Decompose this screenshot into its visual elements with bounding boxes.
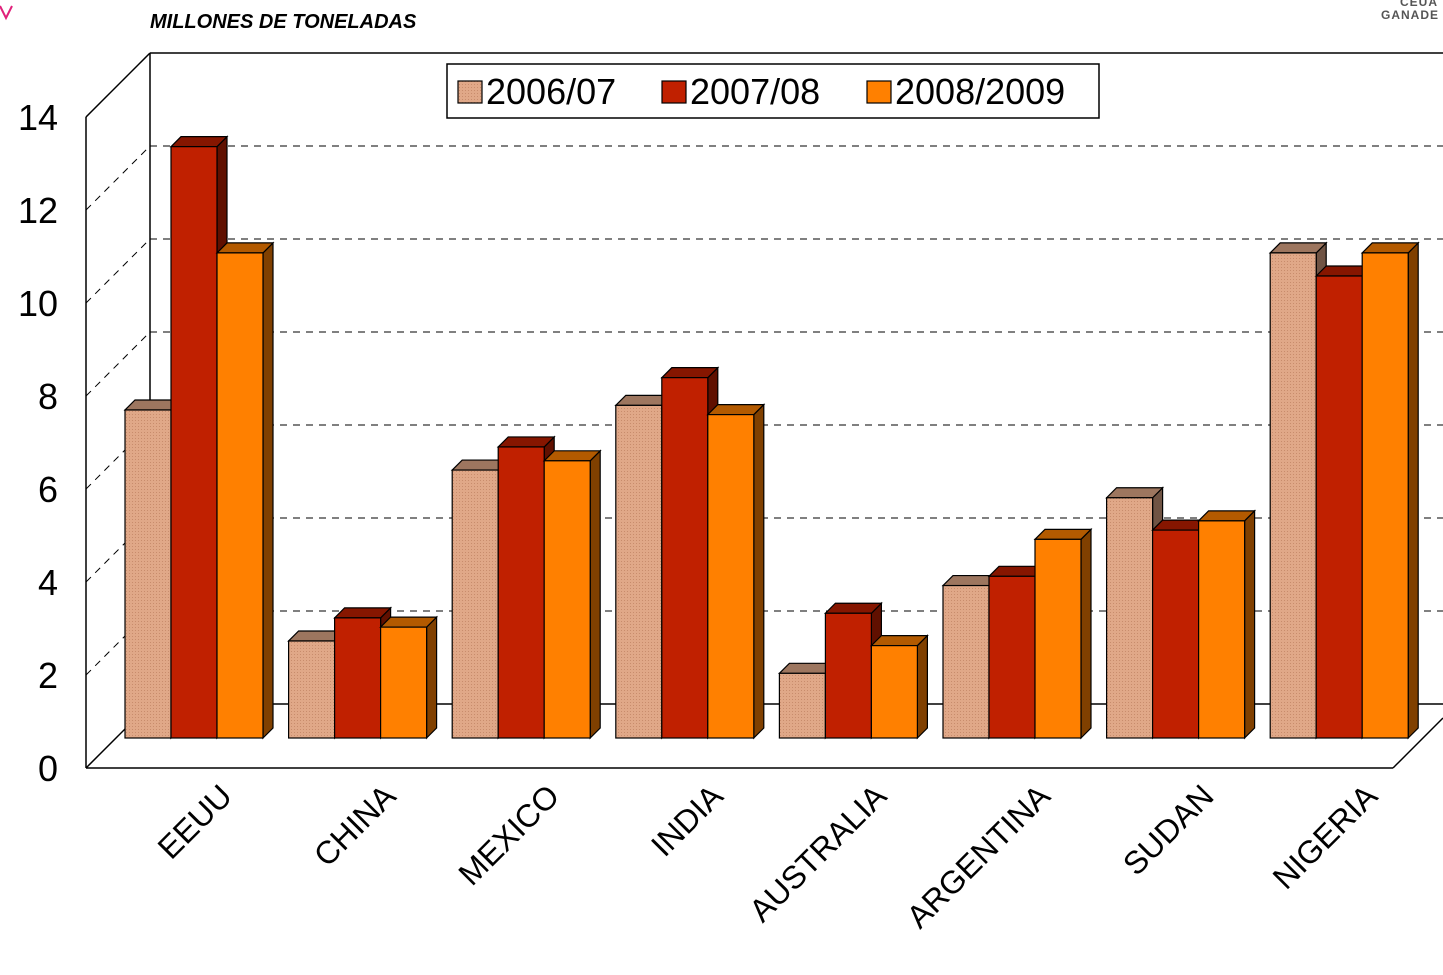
bar-front	[615, 404, 663, 739]
chart-title: MILLONES DE TONELADAS	[150, 11, 417, 33]
y-tick-label: 10	[18, 283, 58, 324]
bar-front	[380, 626, 428, 739]
bar-top	[1033, 528, 1093, 540]
bar-top	[869, 634, 929, 647]
bar-top	[215, 242, 275, 254]
bar-front	[824, 612, 873, 739]
bar-front	[216, 252, 264, 739]
bar-front	[1105, 497, 1154, 739]
y-tick-label: 4	[38, 562, 58, 603]
bar-side	[426, 615, 438, 740]
legend-box	[446, 63, 1100, 119]
corner-mark-icon	[0, 5, 13, 21]
gridline-side	[85, 52, 151, 118]
bar-side	[1080, 527, 1092, 740]
gridline-side	[85, 424, 151, 490]
bar-top	[169, 136, 229, 148]
bar-side	[1407, 241, 1419, 740]
y-tick-label: 6	[38, 469, 58, 510]
bar-front	[1361, 252, 1409, 739]
legend-label: 2006/07	[486, 71, 616, 112]
bar-top	[333, 607, 393, 619]
category-label: INDIA	[644, 777, 730, 863]
bar-india-3	[706, 403, 766, 740]
category-label: SUDAN	[1116, 777, 1221, 882]
bars	[123, 135, 1420, 740]
category-label: CHINA	[307, 777, 403, 873]
y-tick-label: 14	[18, 97, 58, 138]
bar-top	[496, 436, 556, 448]
bar-side	[262, 241, 274, 740]
bar-front	[334, 617, 382, 739]
bar-top	[660, 367, 720, 379]
gridline-side	[85, 517, 151, 583]
corner-logo: CEUA GANADE	[0, 0, 1439, 22]
bar-front	[1315, 275, 1363, 739]
bar-front	[497, 446, 545, 739]
corner-logo-text: GANADE	[1381, 8, 1439, 22]
y-axis-ticks: 0 2 4 6 8 10 12 14	[18, 97, 58, 789]
category-label: ARGENTINA	[899, 777, 1057, 935]
bar-front	[778, 672, 827, 739]
bar-sudan-3	[1197, 509, 1257, 740]
bar-china-3	[379, 615, 439, 740]
bar-front	[661, 377, 709, 739]
legend-label: 2007/08	[690, 71, 820, 112]
bar-front	[1034, 538, 1082, 739]
bar-side	[753, 403, 765, 740]
bar-nigeria-3	[1360, 241, 1420, 740]
bar-front	[942, 584, 990, 739]
category-label: NIGERIA	[1266, 777, 1385, 896]
bar-front	[707, 414, 755, 739]
bar-top	[706, 404, 766, 416]
y-tick-label: 2	[38, 655, 58, 696]
bar-top	[1268, 242, 1328, 254]
y-tick-label: 8	[38, 376, 58, 417]
bar-top	[1197, 510, 1257, 522]
bar-front	[1151, 529, 1200, 739]
bar-front	[451, 469, 499, 739]
bar-australia-3	[869, 634, 929, 740]
bar-front	[870, 644, 919, 739]
y-tick-label: 0	[38, 748, 58, 789]
gridline-side	[85, 610, 151, 676]
bar-side	[589, 449, 601, 740]
bar-front	[124, 409, 172, 739]
gridline-side	[85, 145, 151, 211]
x-axis-categories: EEUU CHINA MEXICO INDIA AUSTRALIA ARGENTINA SU…	[151, 777, 1385, 935]
gridline-side	[85, 238, 151, 304]
bar-front	[988, 575, 1036, 739]
legend-swatch	[457, 80, 483, 104]
bar-top	[542, 450, 602, 462]
bar-front	[1197, 520, 1246, 739]
bar-front	[543, 460, 591, 739]
bar-mexico-3	[542, 449, 602, 740]
category-label: AUSTRALIA	[742, 777, 894, 929]
bar-top	[1105, 487, 1165, 499]
bar-front	[170, 146, 218, 739]
legend-swatch	[866, 80, 892, 104]
floor-right-edge	[1392, 717, 1443, 769]
gridline-side	[85, 331, 151, 397]
gridlines	[85, 52, 1443, 676]
y-tick-label: 12	[18, 190, 58, 231]
legend-label: 2008/2009	[895, 71, 1065, 112]
bar-top	[1360, 242, 1420, 254]
bar-side	[916, 634, 929, 740]
category-label: EEUU	[151, 777, 239, 865]
bar-front	[1269, 252, 1317, 739]
bar-top	[823, 602, 883, 614]
legend: 2006/07 2007/08 2008/2009	[446, 63, 1100, 119]
legend-swatch	[661, 80, 687, 104]
bar-argentina-3	[1033, 527, 1093, 740]
category-label: MEXICO	[451, 777, 566, 892]
bar-eeuu-3	[215, 241, 275, 740]
bar-side	[1243, 509, 1256, 740]
bar-front	[288, 640, 336, 739]
corner-logo-top: CEUA	[1400, 0, 1438, 9]
bar-top	[379, 616, 439, 628]
